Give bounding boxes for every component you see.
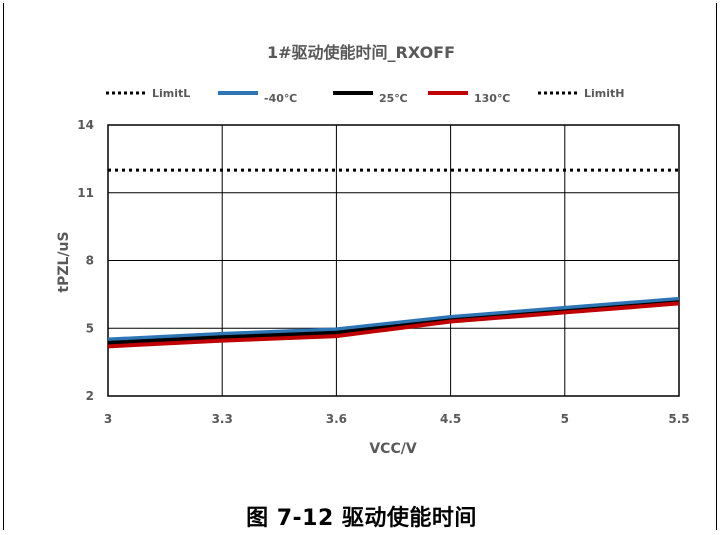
line-chart: 1#驱动使能时间_RXOFF LimitL -40℃ 25℃ 130℃ LimitH 2… [56,43,690,457]
y-tick-label: 5 [86,321,94,335]
x-tick-label: 3.6 [326,412,347,426]
legend-label: 130℃ [474,92,510,105]
x-tick-label: 3 [104,412,112,426]
chart-title: 1#驱动使能时间_RXOFF [267,43,455,62]
chart-legend: LimitL -40℃ 25℃ 130℃ LimitH [106,87,624,105]
x-axis-label: VCC/V [369,441,416,457]
y-axis-label: tPZL/uS [56,231,72,292]
y-tick-label: 8 [86,254,94,268]
y-tick-label: 14 [77,118,94,132]
legend-label: LimitL [152,87,190,100]
figure-caption: 图 7-12 驱动使能时间 [246,506,477,531]
series-line-2 [107,296,680,342]
x-tick-label: 4.5 [440,412,461,426]
legend-label: -40℃ [264,92,297,105]
y-tick-label: 2 [86,389,94,403]
x-tick-label: 3.3 [212,412,233,426]
series-line-4 [107,301,680,349]
x-tick-label: 5.5 [668,412,689,426]
y-tick-label: 11 [77,186,94,200]
figure-frame [3,3,717,530]
legend-label: LimitH [584,87,624,100]
plot-area: 2 5 8 11 14 3 3.3 3.6 4.5 5 5.5 [77,118,689,426]
legend-label: 25℃ [379,92,408,105]
x-tick-label: 5 [561,412,569,426]
